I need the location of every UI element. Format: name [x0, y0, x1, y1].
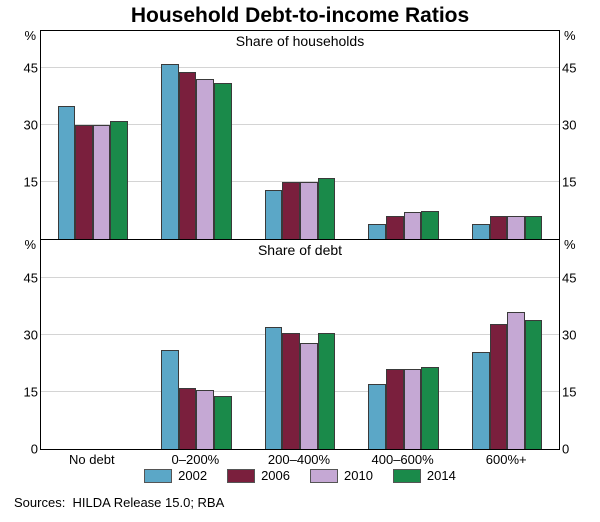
bar	[214, 83, 232, 239]
bar	[300, 343, 318, 449]
y-tick-right: 15	[562, 385, 576, 400]
bar	[318, 178, 336, 239]
bar	[421, 367, 439, 449]
bar	[161, 350, 179, 449]
gridline	[41, 334, 559, 335]
bar	[472, 352, 490, 449]
bar	[507, 312, 525, 449]
legend-swatch	[310, 469, 338, 483]
legend-label: 2002	[178, 468, 207, 483]
bar	[507, 216, 525, 239]
bar	[179, 72, 197, 239]
bar	[179, 388, 197, 449]
legend-swatch	[227, 469, 255, 483]
panel-title-bottom: Share of debt	[41, 242, 559, 258]
bar	[404, 212, 422, 239]
legend-swatch	[144, 469, 172, 483]
bar	[490, 216, 508, 239]
y-unit-bot-left: %	[24, 237, 36, 252]
legend-item: 2014	[393, 468, 456, 483]
x-axis-category: 200–400%	[268, 452, 330, 467]
chart-container: Household Debt-to-income Ratios % % % % …	[0, 0, 600, 522]
y-tick-zero-left: 0	[31, 442, 38, 457]
plot-region: Share of households Share of debt	[40, 30, 560, 450]
bar	[525, 320, 543, 449]
legend-item: 2010	[310, 468, 373, 483]
y-tick-right: 30	[562, 328, 576, 343]
legend: 2002 2006 2010 2014	[40, 468, 560, 483]
bar	[58, 106, 76, 239]
bar	[282, 333, 300, 449]
bar	[93, 125, 111, 239]
y-tick-left: 45	[24, 61, 38, 76]
panel-bottom: Share of debt	[41, 240, 559, 449]
bar	[318, 333, 336, 449]
y-unit-bot-right: %	[564, 237, 576, 252]
bar	[300, 182, 318, 239]
bar	[282, 182, 300, 239]
bar	[368, 224, 386, 239]
bar	[214, 396, 232, 449]
legend-swatch	[393, 469, 421, 483]
y-tick-left: 15	[24, 385, 38, 400]
x-axis-category: 400–600%	[372, 452, 434, 467]
panel-title-top: Share of households	[41, 33, 559, 49]
y-tick-right: 15	[562, 175, 576, 190]
bar	[368, 384, 386, 449]
y-tick-right: 45	[562, 61, 576, 76]
legend-label: 2010	[344, 468, 373, 483]
bar	[386, 216, 404, 239]
gridline	[41, 67, 559, 68]
legend-item: 2006	[227, 468, 290, 483]
panel-top: Share of households	[41, 31, 559, 240]
y-tick-left: 30	[24, 328, 38, 343]
legend-item: 2002	[144, 468, 207, 483]
legend-label: 2014	[427, 468, 456, 483]
bar	[196, 79, 214, 239]
bar	[490, 324, 508, 449]
legend-label: 2006	[261, 468, 290, 483]
bar	[472, 224, 490, 239]
chart-title: Household Debt-to-income Ratios	[0, 4, 600, 28]
bar	[265, 190, 283, 239]
y-tick-left: 15	[24, 175, 38, 190]
bar	[110, 121, 128, 239]
bar	[196, 390, 214, 449]
bar	[421, 211, 439, 240]
y-tick-left: 30	[24, 118, 38, 133]
x-axis-category: 0–200%	[172, 452, 220, 467]
y-unit-top-left: %	[24, 28, 36, 43]
y-unit-top-right: %	[564, 28, 576, 43]
bar	[525, 216, 543, 239]
y-tick-right: 30	[562, 118, 576, 133]
sources-text: Sources: HILDA Release 15.0; RBA	[14, 495, 224, 510]
x-axis-category: No debt	[69, 452, 115, 467]
bar	[265, 327, 283, 449]
bar	[75, 125, 93, 239]
gridline	[41, 277, 559, 278]
bar	[404, 369, 422, 449]
bar	[161, 64, 179, 239]
y-tick-left: 45	[24, 271, 38, 286]
y-tick-right: 45	[562, 271, 576, 286]
x-axis-category: 600%+	[486, 452, 527, 467]
bar	[386, 369, 404, 449]
y-tick-zero-right: 0	[562, 442, 569, 457]
